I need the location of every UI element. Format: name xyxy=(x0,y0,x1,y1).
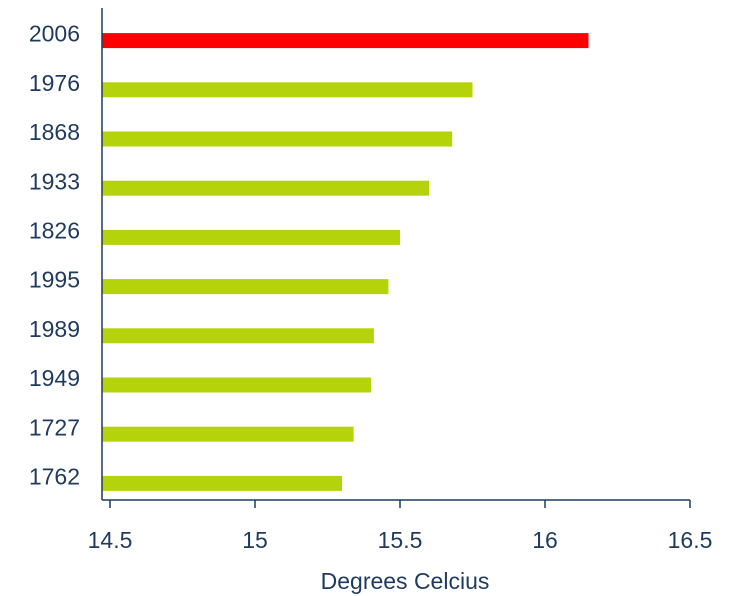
y-tick-labels: 2006 1976 1868 1933 1826 1995 1989 1949 1727 1762 xyxy=(29,21,80,490)
bar-1995 xyxy=(102,279,389,295)
bar-1933 xyxy=(102,180,429,196)
bar-1989 xyxy=(102,328,374,344)
y-tick-label-1989: 1989 xyxy=(29,316,80,342)
bar-1949 xyxy=(102,377,371,393)
x-ticks: 14.5 15 15.5 16 16.5 xyxy=(88,500,713,553)
y-tick-label-1868: 1868 xyxy=(29,119,80,145)
y-tick-label-1727: 1727 xyxy=(29,414,80,440)
bars-group xyxy=(102,33,589,491)
bar-2006 xyxy=(102,33,589,49)
y-tick-label-1933: 1933 xyxy=(29,168,80,194)
bar-1868 xyxy=(102,131,453,147)
x-tick-label-16: 16 xyxy=(532,527,558,553)
y-tick-label-1826: 1826 xyxy=(29,217,80,243)
y-tick-label-2006: 2006 xyxy=(29,21,80,47)
x-tick-label-15: 15 xyxy=(242,527,268,553)
bar-1762 xyxy=(102,475,342,491)
bar-1727 xyxy=(102,426,354,442)
y-tick-label-1949: 1949 xyxy=(29,365,80,391)
bar-1826 xyxy=(102,229,400,245)
x-tick-label-14.5: 14.5 xyxy=(88,527,133,553)
x-tick-label-16.5: 16.5 xyxy=(668,527,713,553)
y-tick-label-1976: 1976 xyxy=(29,70,80,96)
y-tick-label-1995: 1995 xyxy=(29,267,80,293)
bar-1976 xyxy=(102,82,473,98)
x-tick-label-15.5: 15.5 xyxy=(378,527,423,553)
x-axis-title: Degrees Celcius xyxy=(321,568,490,594)
y-tick-label-1762: 1762 xyxy=(29,463,80,489)
